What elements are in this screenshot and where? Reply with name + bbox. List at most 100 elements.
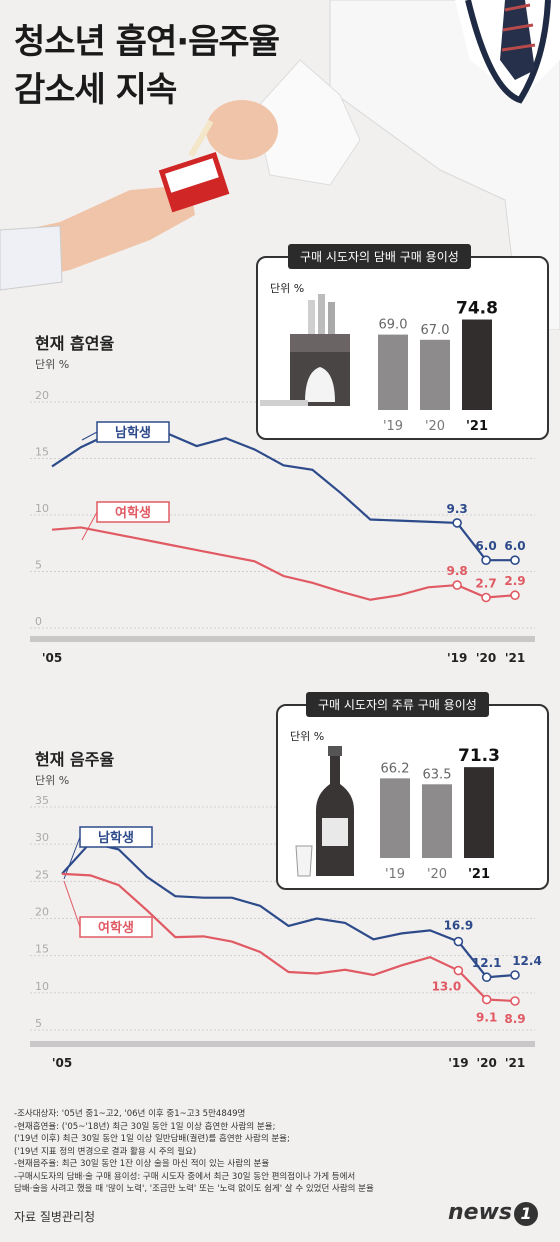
footnote-line: ('19년 지표 정의 변경으로 결과 활용 시 주의 필요): [14, 1146, 197, 1157]
bar: [420, 339, 450, 410]
x-tick-label: '21: [505, 651, 525, 665]
drinking-inset-title: 구매 시도자의 주류 구매 용이성: [306, 692, 489, 717]
bar-category-label: '21: [466, 419, 488, 430]
data-label: 2.9: [504, 574, 525, 588]
data-point: [453, 965, 464, 976]
bar-value-label: 74.8: [456, 299, 498, 319]
x-tick-label: '19: [447, 651, 467, 665]
legend-box: [79, 826, 153, 848]
smoking-inset-panel: 구매 시도자의 담배 구매 용이성 단위 % 69.0 '19 67.0 '20 74.…: [256, 244, 549, 440]
bar-category-label: '20: [427, 867, 447, 882]
y-tick-label: 35: [35, 794, 49, 807]
bar: [464, 767, 494, 858]
y-tick-label: 15: [35, 446, 49, 459]
logo-text: news: [448, 1200, 513, 1225]
smoking-inset-title: 구매 시도자의 담배 구매 용이성: [288, 244, 471, 269]
legend-box: [96, 501, 170, 523]
bar-value-label: 66.2: [381, 761, 410, 776]
logo-mark: 1: [514, 1202, 539, 1226]
series-line: [51, 432, 515, 562]
footnote-line: ('19년 이후) 최근 30일 동안 1일 이상 일반담배(궐련)를 흡연한 …: [14, 1134, 290, 1144]
drinking-line-chart: 5 10 15 20 25 30 35 '05 '19 '20 '21 16.9 12.1 12.4 남학생…: [30, 794, 542, 1070]
bar-category-label: '19: [385, 867, 405, 882]
x-tick-label: '21: [505, 1056, 525, 1070]
bar-category-label: '19: [383, 419, 403, 430]
bar-value-label: 67.0: [421, 323, 450, 338]
drinking-inset-unit: 단위 %: [290, 730, 325, 743]
main-title-line2: 감소세 지속: [14, 70, 177, 110]
legend-leader: [63, 836, 81, 880]
footnote-line: -조사대상자: '05년 중1~고2, '06년 이후 중1~고3 5만4849…: [14, 1109, 246, 1119]
data-label: 8.9: [504, 1012, 525, 1026]
bar-category-label: '21: [468, 867, 490, 882]
data-label: 6.0: [504, 539, 525, 553]
bar: [380, 778, 410, 858]
x-tick-label: '20: [477, 1056, 497, 1070]
series-line: [61, 872, 516, 1003]
data-label: 16.9: [444, 919, 474, 933]
smoking-bar-chart: 69.0 '19 67.0 '20 74.8 '21: [378, 299, 498, 430]
legend-leader: [81, 431, 98, 441]
data-point: [481, 592, 491, 603]
bar-value-label: 71.3: [458, 746, 500, 766]
x-tick-label: '20: [476, 651, 496, 665]
drinking-bar-chart: 66.2 '19 63.5 '20 71.3 '21: [380, 746, 500, 882]
x-tick-label: '05: [52, 1056, 72, 1070]
bar-value-label: 63.5: [423, 767, 452, 782]
data-label: 2.7: [475, 576, 496, 590]
bar: [462, 319, 492, 410]
smoking-inset-unit: 단위 %: [270, 282, 305, 295]
data-point: [452, 580, 462, 590]
data-label: 12.4: [512, 954, 542, 968]
footnote-line: -현재음주율: 최근 30일 동안 1잔 이상 술을 마신 적이 있는 사람의 …: [14, 1159, 270, 1169]
y-tick-label: 10: [35, 980, 49, 993]
footnote-line: -구매시도자의 담배·술 구매 용이성: 구매 시도자 중에서 최근 30일 동…: [14, 1171, 356, 1182]
x-axis-band: [30, 636, 535, 642]
illustration: [0, 0, 560, 330]
data-label: 6.0: [475, 539, 496, 553]
data-label: 9.1: [476, 1011, 497, 1025]
drinking-chart-unit: 단위 %: [35, 774, 70, 787]
main-title-line1: 청소년 흡연·음주율: [14, 22, 280, 62]
y-tick-label: 20: [35, 906, 49, 919]
news1-logo: news 1: [448, 1200, 539, 1226]
legend-box: [96, 421, 170, 443]
bar-category-label: '20: [425, 419, 445, 430]
bar: [422, 784, 452, 858]
data-label: 13.0: [432, 980, 462, 994]
source-text: 자료 질병관리청: [14, 1210, 96, 1224]
legend-box: [79, 916, 153, 938]
legend-label: 여학생: [98, 920, 134, 936]
series-line: [61, 841, 516, 979]
y-tick-label: 5: [35, 1017, 42, 1030]
bar: [378, 334, 408, 410]
y-tick-label: 5: [35, 559, 42, 572]
data-point: [510, 590, 520, 601]
x-axis-band: [30, 1041, 535, 1047]
footnote-line: 담배·술을 사려고 했을 때 '많이 노력', '조금만 노력' 또는 '노력 …: [14, 1184, 374, 1194]
data-point: [481, 994, 492, 1005]
legend-label: 남학생: [115, 425, 151, 441]
x-tick-label: '05: [42, 651, 62, 665]
series-line: [51, 526, 516, 601]
legend-label: 여학생: [115, 505, 151, 521]
data-point: [510, 996, 520, 1006]
footnotes: -조사대상자: '05년 중1~고2, '06년 이후 중1~고3 5만4849…: [14, 1108, 554, 1196]
smoking-chart-unit: 단위 %: [35, 358, 70, 371]
y-tick-label: 10: [35, 502, 49, 515]
data-point: [510, 970, 520, 980]
drinking-chart-title: 현재 음주율: [35, 750, 115, 769]
smoking-chart-title: 현재 흡연율: [35, 334, 115, 353]
data-point: [452, 518, 462, 528]
drinking-inset-panel: 구매 시도자의 주류 구매 용이성 단위 % 66.2 '19 63.5 '20 71.…: [276, 692, 549, 890]
footnote-line: -현재흡연율: ('05~'18년) 최근 30일 동안 1일 이상 흡연한 사…: [14, 1121, 276, 1132]
data-point: [481, 972, 492, 983]
y-tick-label: 30: [35, 831, 49, 844]
data-point: [453, 936, 464, 947]
legend-label: 남학생: [98, 830, 134, 846]
legend-leader: [63, 880, 81, 928]
y-tick-label: 0: [35, 615, 42, 628]
data-point: [510, 555, 520, 565]
legend-leader: [81, 511, 98, 541]
bar-value-label: 69.0: [379, 318, 408, 333]
